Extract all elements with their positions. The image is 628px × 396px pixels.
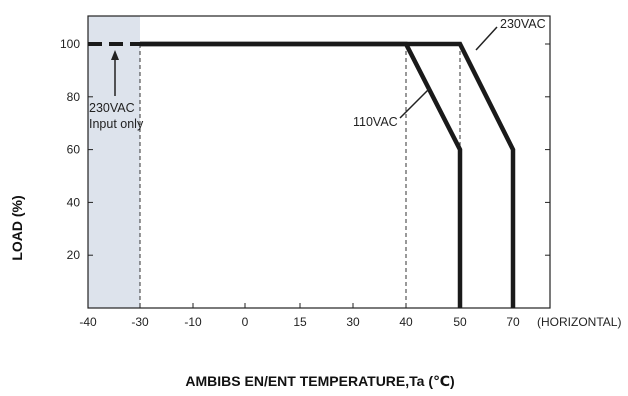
x-tick-label: 15 [293,315,307,329]
annotation-230vac: 230VAC [500,17,546,31]
y-tick-label: 60 [67,143,81,157]
x-tick-label: 70 [506,315,520,329]
y-tick-label: 80 [67,90,81,104]
y-tick-label: 100 [60,37,80,51]
x-tick-label: 0 [242,315,249,329]
x-tick-label: 30 [346,315,360,329]
series-line-230vac [140,41,516,308]
arrow-head-input-only [111,50,119,60]
shaded-region [88,16,140,308]
series-line-110vac [140,41,463,308]
x-tick-label: 40 [399,315,413,329]
y-tick-label: 20 [67,248,81,262]
y-tick-label: 40 [67,195,81,209]
x-axis-unit-label: (HORIZONTAL) [537,315,621,329]
x-tick-label: -10 [184,315,202,329]
y-axis-label: LOAD (%) [9,195,25,260]
x-tick-label: 50 [453,315,467,329]
annotation-input-only-1: 230VAC [89,101,135,115]
leader-line-230vac [475,26,498,51]
leader-line-110vac [399,87,431,119]
annotation-input-only-2: Input only [89,117,144,131]
annotation-110vac: 110VAC [353,115,398,129]
plot-area: 20 40 60 80 100 -40 -30 -10 0 15 30 40 50 70 230VAC 110… [60,15,551,329]
x-tick-label: -30 [131,315,149,329]
x-axis-label: AMBIBS EN/ENT TEMPERATURE,Ta (℃) [185,373,454,389]
plot-frame [87,15,551,309]
x-tick-label: -40 [79,315,97,329]
